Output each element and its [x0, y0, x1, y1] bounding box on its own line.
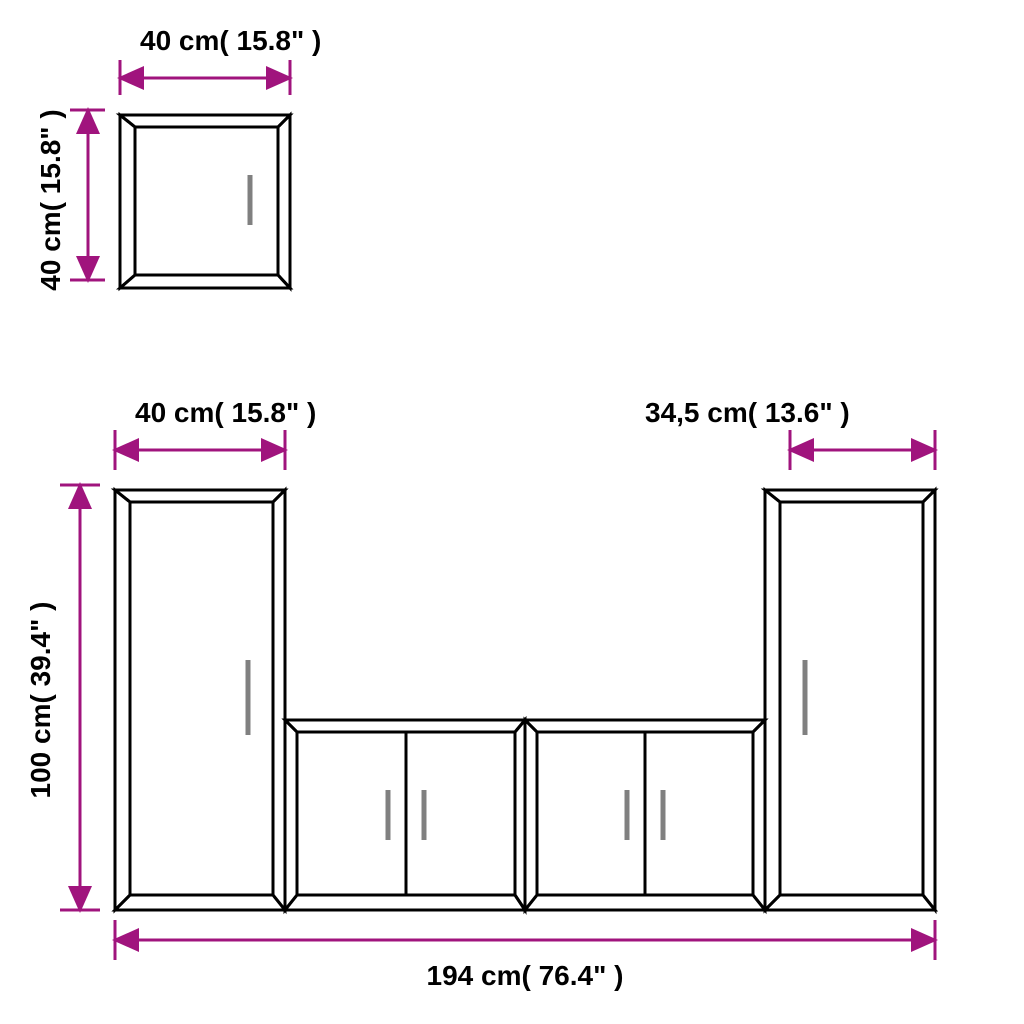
dim-total-width: 194 cm( 76.4" )	[115, 920, 935, 991]
dim-small-width-label: 40 cm( 15.8" )	[140, 25, 321, 56]
dim-small-width: 40 cm( 15.8" )	[120, 25, 321, 95]
tall-cabinet-right	[765, 490, 935, 910]
dim-height: 100 cm( 39.4" )	[25, 485, 100, 910]
low-cabinet-right	[525, 720, 765, 910]
small-cabinet	[120, 115, 290, 288]
dim-small-height-label: 40 cm( 15.8" )	[35, 109, 66, 290]
dim-tall-width-label: 40 cm( 15.8" )	[135, 397, 316, 428]
dim-tall-width: 40 cm( 15.8" )	[115, 397, 316, 470]
dim-total-width-label: 194 cm( 76.4" )	[427, 960, 624, 991]
dim-depth: 34,5 cm( 13.6" )	[645, 397, 935, 470]
tall-cabinet-left	[115, 490, 285, 910]
dim-depth-label: 34,5 cm( 13.6" )	[645, 397, 850, 428]
dim-height-label: 100 cm( 39.4" )	[25, 602, 56, 799]
dim-small-height: 40 cm( 15.8" )	[35, 109, 105, 290]
low-cabinet-left	[285, 720, 525, 910]
